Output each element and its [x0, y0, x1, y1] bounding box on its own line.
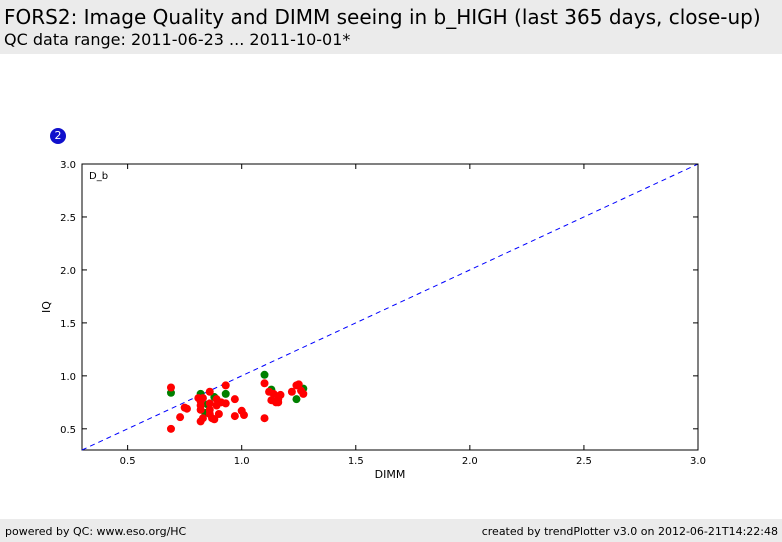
y-tick-label: 3.0 [60, 160, 76, 171]
plot-frame [81, 163, 699, 451]
x-tick-label: 1.0 [234, 456, 250, 467]
red-data-point [239, 411, 248, 420]
red-data-point [166, 383, 175, 392]
footer-created-by: created by trendPlotter v3.0 on 2012-06-… [481, 525, 778, 538]
red-data-point [196, 405, 205, 414]
red-data-point [230, 395, 239, 404]
red-data-point [205, 399, 214, 408]
red-data-point [299, 389, 308, 398]
y-tick-label: 1.5 [60, 319, 76, 330]
y-tick-label: 2.0 [60, 266, 76, 277]
page-subtitle: QC data range: 2011-06-23 ... 2011-10-01… [4, 30, 351, 49]
green-data-point [221, 389, 230, 398]
x-tick-label: 1.5 [348, 456, 364, 467]
red-data-point [260, 414, 269, 423]
red-data-point [198, 394, 207, 403]
header-bar: FORS2: Image Quality and DIMM seeing in … [0, 0, 782, 54]
red-data-point [214, 409, 223, 418]
y-tick-label: 1.0 [60, 372, 76, 383]
green-data-point [292, 395, 301, 404]
red-data-point [221, 399, 230, 408]
x-tick-label: 2.5 [576, 456, 592, 467]
red-data-point [230, 412, 239, 421]
footer-bar: powered by QC: www.eso.org/HC created by… [0, 519, 782, 542]
footer-powered-by[interactable]: powered by QC: www.eso.org/HC [5, 525, 187, 538]
page-title: FORS2: Image Quality and DIMM seeing in … [4, 5, 761, 29]
y-axis-label: IQ [40, 301, 53, 313]
panel-label: D_b [89, 171, 108, 182]
red-data-point [205, 387, 214, 396]
red-data-point [176, 413, 185, 422]
y-tick-label: 0.5 [60, 425, 76, 436]
red-data-point [182, 404, 191, 413]
red-data-point [274, 398, 283, 407]
x-tick-label: 2.0 [462, 456, 478, 467]
red-data-point [276, 390, 285, 399]
x-tick-label: 3.0 [690, 456, 706, 467]
y-tick-label: 2.5 [60, 213, 76, 224]
red-data-point [196, 417, 205, 426]
plot-number-badge[interactable]: 2 [50, 128, 66, 144]
red-data-point [294, 380, 303, 389]
red-data-point [287, 387, 296, 396]
x-axis-label: DIMM [375, 468, 406, 481]
green-data-point [260, 370, 269, 379]
red-data-point [260, 379, 269, 388]
red-data-point [210, 415, 219, 424]
red-data-point [269, 389, 278, 398]
red-data-point [166, 424, 175, 433]
red-data-point [221, 381, 230, 390]
x-tick-label: 0.5 [120, 456, 136, 467]
